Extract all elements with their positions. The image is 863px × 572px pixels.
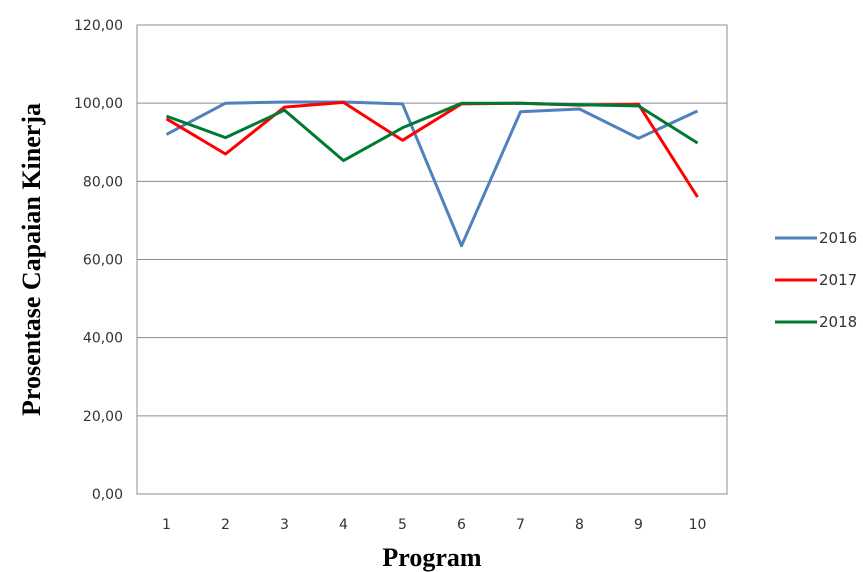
x-tick-label: 5: [398, 517, 407, 533]
y-tick-label: 60,00: [83, 253, 123, 269]
x-tick-label: 9: [634, 517, 643, 533]
legend-label-2016: 2016: [819, 229, 857, 247]
series-lines: [165, 100, 699, 248]
y-axis-ticks: 0,00 20,00 40,00 60,00 80,00 100,00 120,00: [74, 18, 123, 503]
x-axis-title: Program: [382, 543, 481, 572]
x-axis-ticks: 1 2 3 4 5 6 7 8 9 10: [162, 517, 706, 533]
y-tick-label: 0,00: [92, 487, 123, 503]
x-tick-label: 8: [575, 517, 584, 533]
y-axis-title: Prosentase Capaian Kinerja: [17, 103, 46, 416]
x-tick-label: 1: [162, 517, 171, 533]
series-line-2016: [165, 100, 699, 248]
legend-label-2017: 2017: [819, 271, 857, 289]
y-tick-label: 100,00: [74, 96, 123, 112]
x-tick-label: 10: [689, 517, 707, 533]
series-line-2018: [165, 101, 699, 163]
y-tick-label: 80,00: [83, 174, 123, 190]
x-tick-label: 4: [339, 517, 348, 533]
x-tick-label: 7: [516, 517, 525, 533]
y-tick-label: 120,00: [74, 18, 123, 34]
legend-label-2018: 2018: [819, 313, 857, 331]
x-tick-label: 6: [457, 517, 466, 533]
x-tick-label: 2: [221, 517, 230, 533]
y-tick-label: 20,00: [83, 409, 123, 425]
gridlines: [137, 24, 727, 495]
y-tick-label: 40,00: [83, 331, 123, 347]
plot-area: [136, 24, 728, 495]
legend: 2016 2017 2018: [775, 229, 857, 331]
x-tick-label: 3: [280, 517, 289, 533]
